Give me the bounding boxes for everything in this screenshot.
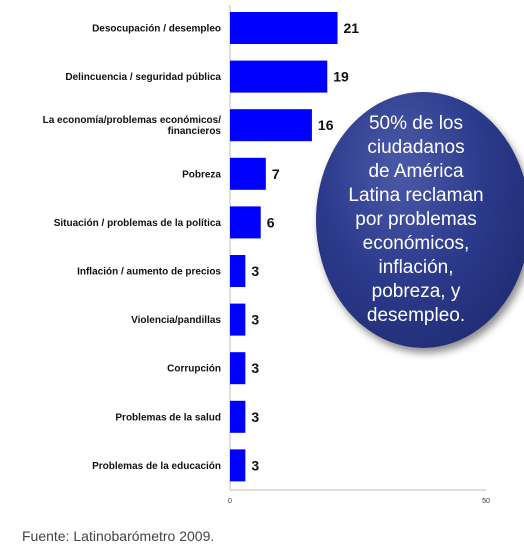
x-ticks-layer: 0 50: [228, 498, 490, 505]
bar: [230, 206, 261, 239]
summary-callout-text: 50% de los ciudadanos de América Latina …: [348, 113, 484, 326]
bar: [230, 352, 246, 385]
value-label: 3: [251, 457, 259, 473]
bar: [230, 109, 312, 142]
x-tick-label: 0: [228, 498, 232, 505]
value-label: 21: [344, 20, 360, 36]
source-note: Fuente: Latinobarómetro 2009.: [22, 528, 215, 544]
category-label: Inflación / aumento de precios: [77, 267, 221, 278]
category-label: La economía/problemas económicos/financi…: [43, 115, 222, 137]
value-label: 19: [333, 69, 349, 85]
bar: [230, 60, 328, 93]
summary-callout: 50% de los ciudadanos de América Latina …: [316, 92, 524, 348]
value-label: 3: [251, 409, 259, 425]
value-label: 6: [267, 214, 275, 230]
value-label: 3: [251, 312, 259, 328]
bar: [230, 255, 246, 287]
category-label: Delincuencia / seguridad pública: [65, 72, 221, 83]
category-label: Desocupación / desempleo: [92, 24, 221, 35]
value-label: 3: [251, 263, 259, 279]
x-tick-label: 50: [482, 498, 490, 505]
category-label: Situación / problemas de la política: [54, 218, 222, 229]
bar: [230, 400, 246, 433]
bars-layer: Desocupación / desempleo 21 Delincuencia /…: [43, 12, 360, 482]
bar: [230, 449, 246, 482]
value-label: 16: [318, 117, 334, 133]
category-label: Corrupción: [167, 364, 221, 375]
value-label: 7: [272, 166, 280, 182]
bar: [230, 157, 266, 190]
category-label: Violencia/pandillas: [131, 315, 221, 326]
category-label: Pobreza: [182, 169, 221, 180]
category-label: Problemas de la educación: [92, 461, 221, 472]
value-label: 3: [251, 360, 259, 376]
category-label: Problemas de la salud: [115, 412, 221, 423]
bar: [230, 12, 338, 44]
bar: [230, 303, 246, 336]
